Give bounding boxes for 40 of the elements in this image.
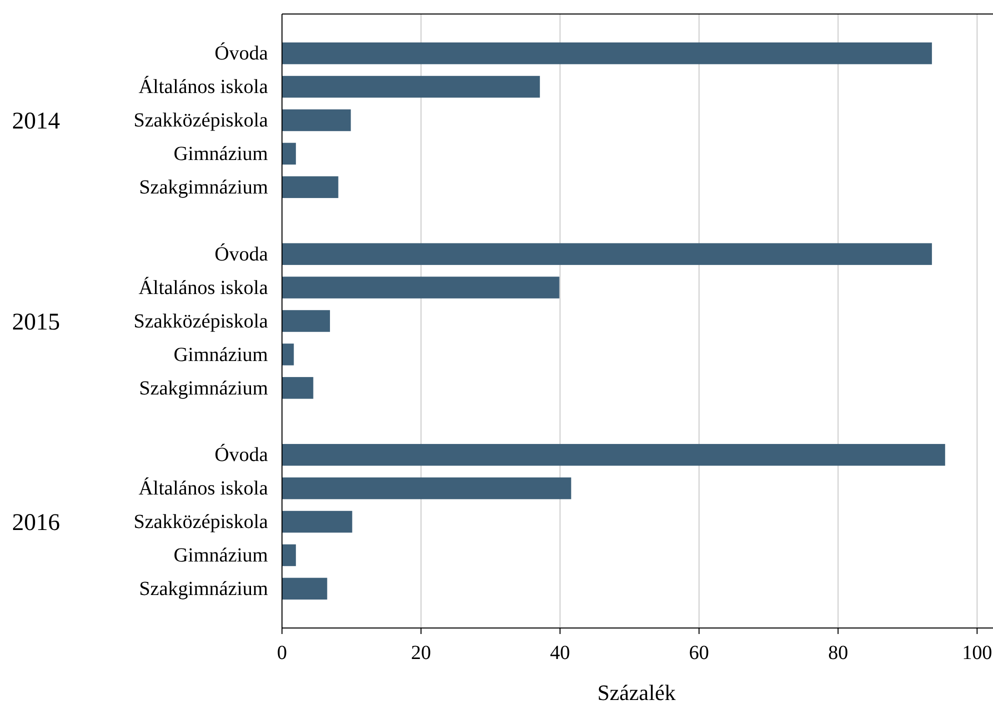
y-tick-label: Szakgimnázium bbox=[139, 377, 268, 400]
bar bbox=[282, 142, 296, 165]
bar bbox=[282, 76, 540, 98]
text: 2015 bbox=[12, 309, 60, 336]
text: 2016 bbox=[12, 510, 60, 536]
text: 2014 bbox=[12, 108, 60, 135]
y-tick-label: Általános iskola bbox=[138, 75, 268, 98]
x-tick-label: 0 bbox=[277, 642, 287, 664]
y-tick-label: Szakközépiskola bbox=[134, 511, 268, 534]
y-tick-label: Általános iskola bbox=[138, 276, 268, 299]
bar bbox=[282, 276, 560, 298]
y-tick-label: Óvoda bbox=[214, 242, 268, 266]
bar bbox=[282, 42, 932, 64]
bar bbox=[282, 510, 352, 533]
bar bbox=[282, 477, 572, 500]
bar bbox=[282, 176, 338, 198]
bar bbox=[282, 578, 328, 600]
bar bbox=[282, 344, 294, 366]
bar bbox=[282, 377, 314, 399]
y-tick-label: Szakgimnázium bbox=[139, 176, 268, 199]
y-tick-label: Általános iskola bbox=[138, 476, 268, 500]
bar bbox=[282, 544, 296, 566]
x-tick-label: 100 bbox=[962, 642, 992, 664]
x-axis-title: Százalék bbox=[597, 680, 676, 705]
x-tick-label: 40 bbox=[550, 642, 570, 664]
bar bbox=[282, 109, 351, 132]
y-tick-label: Gimnázium bbox=[174, 344, 268, 366]
y-tick-label: Szakgimnázium bbox=[139, 578, 268, 600]
y-tick-label: Óvoda bbox=[214, 42, 268, 65]
bar bbox=[282, 444, 946, 466]
x-tick-label: 20 bbox=[411, 642, 432, 664]
y-tick-label: Gimnázium bbox=[174, 544, 268, 567]
y-tick-label: Gimnázium bbox=[174, 143, 268, 166]
bar bbox=[282, 243, 932, 265]
x-tick-label: 60 bbox=[689, 642, 710, 664]
bar bbox=[282, 310, 330, 332]
y-tick-label: Szakközépiskola bbox=[134, 310, 268, 332]
y-tick-label: Óvoda bbox=[214, 443, 268, 466]
y-tick-label: Szakközépiskola bbox=[134, 110, 268, 132]
x-tick-label: 80 bbox=[828, 642, 848, 664]
